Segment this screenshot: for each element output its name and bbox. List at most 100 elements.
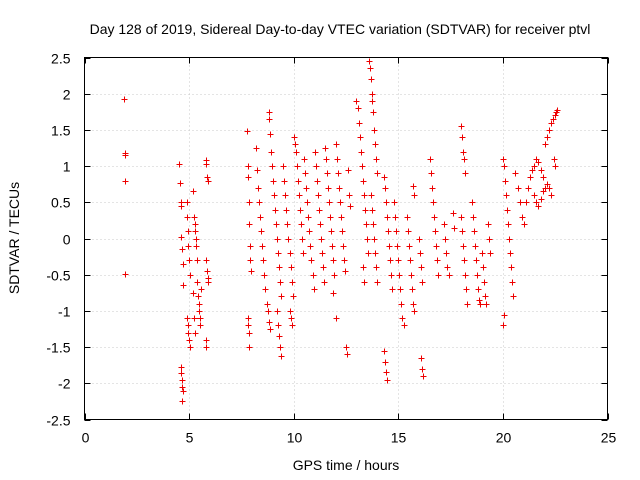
data-point-marker (333, 141, 340, 148)
data-point-marker (507, 250, 514, 257)
data-point-marker (406, 243, 413, 250)
data-point-marker (417, 250, 424, 257)
data-point-marker (277, 279, 284, 286)
data-point-marker (302, 170, 309, 177)
data-point-marker (203, 257, 210, 264)
data-point-marker (294, 163, 301, 170)
data-point-marker (418, 264, 425, 271)
data-point-marker (247, 257, 254, 264)
data-point-marker (203, 161, 210, 168)
data-point-marker (176, 161, 183, 168)
data-point-marker (301, 156, 308, 163)
data-point-marker (473, 257, 480, 264)
data-point-marker (538, 196, 545, 203)
data-point-marker (523, 199, 530, 206)
data-point-marker (381, 348, 388, 355)
data-point-marker (194, 279, 201, 286)
data-point-marker (248, 268, 255, 275)
data-point-marker (408, 272, 415, 279)
data-point-marker (325, 185, 332, 192)
data-point-marker (372, 141, 379, 148)
data-point-marker (326, 199, 333, 206)
data-point-marker (323, 156, 330, 163)
data-point-marker (485, 221, 492, 228)
data-point-marker (419, 366, 426, 373)
data-point-marker (374, 279, 381, 286)
data-point-marker (462, 272, 469, 279)
x-tick-label: 25 (601, 430, 617, 446)
data-point-marker (342, 268, 349, 275)
data-point-marker (481, 279, 488, 286)
y-axis-title: SDTVAR / TECUs (6, 182, 22, 294)
data-point-marker (280, 163, 287, 170)
data-point-marker (246, 344, 253, 351)
data-point-marker (271, 192, 278, 199)
data-point-marker (122, 152, 129, 159)
data-point-marker (344, 351, 351, 358)
data-point-marker (431, 214, 438, 221)
data-point-marker (451, 225, 458, 232)
data-point-marker (401, 322, 408, 329)
data-point-marker (369, 207, 376, 214)
data-point-marker (480, 264, 487, 271)
data-point-marker (311, 286, 318, 293)
data-point-marker (458, 123, 465, 130)
data-point-marker (459, 134, 466, 141)
data-point-marker (500, 322, 507, 329)
data-points (121, 58, 561, 405)
data-point-marker (261, 272, 268, 279)
axis-ticks (84, 57, 609, 421)
data-point-marker (246, 221, 253, 228)
data-point-marker (245, 322, 252, 329)
data-point-marker (388, 272, 395, 279)
data-point-marker (330, 257, 337, 264)
data-point-marker (296, 192, 303, 199)
data-point-marker (179, 246, 186, 253)
data-point-marker (506, 236, 513, 243)
data-point-marker (328, 228, 335, 235)
data-point-marker (287, 308, 294, 315)
data-point-marker (192, 221, 199, 228)
data-point-marker (257, 214, 264, 221)
data-point-marker (501, 163, 508, 170)
data-point-marker (195, 293, 202, 300)
data-point-marker (358, 149, 365, 156)
data-point-marker (464, 301, 471, 308)
data-point-marker (247, 243, 254, 250)
x-tick-label: 15 (391, 430, 407, 446)
data-point-marker (289, 322, 296, 329)
data-point-marker (197, 322, 204, 329)
data-point-marker (334, 156, 341, 163)
data-point-marker (180, 388, 187, 395)
data-point-marker (538, 167, 545, 174)
data-point-marker (290, 293, 297, 300)
data-point-marker (317, 221, 324, 228)
data-point-marker (291, 134, 298, 141)
data-point-marker (310, 272, 317, 279)
data-point-marker (246, 330, 253, 337)
data-point-marker (335, 170, 342, 177)
data-point-marker (278, 353, 285, 360)
data-point-marker (177, 180, 184, 187)
data-point-marker (363, 221, 370, 228)
grid-lines (84, 57, 608, 420)
data-point-marker (276, 264, 283, 271)
y-tick-label: 2 (63, 87, 71, 103)
data-point-marker (367, 65, 374, 72)
data-point-marker (253, 145, 260, 152)
data-point-marker (386, 243, 393, 250)
data-point-marker (407, 257, 414, 264)
data-point-marker (179, 398, 186, 405)
data-point-marker (429, 185, 436, 192)
data-point-marker (519, 214, 526, 221)
data-point-marker (259, 243, 266, 250)
data-point-marker (288, 315, 295, 322)
data-point-marker (178, 370, 185, 377)
data-point-marker (368, 192, 375, 199)
data-point-marker (550, 116, 557, 123)
data-point-marker (204, 268, 211, 275)
data-point-marker (355, 105, 362, 112)
data-point-marker (185, 322, 192, 329)
data-point-marker (184, 214, 191, 221)
data-point-marker (283, 207, 290, 214)
